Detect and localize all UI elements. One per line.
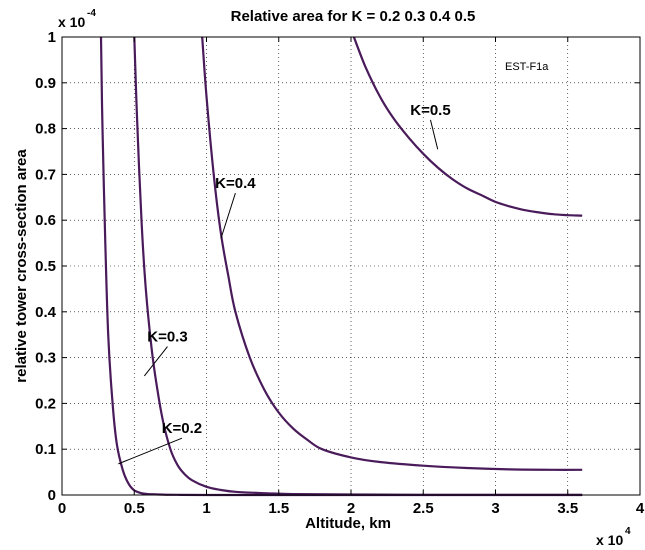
annotation-leader-k-0-2 <box>118 437 183 465</box>
y-tick-label: 0.5 <box>35 258 56 275</box>
figure-tag: EST-F1a <box>505 61 549 73</box>
curve-label-k-0-4: K=0.4 <box>215 175 256 192</box>
x-tick-label: 3.5 <box>557 500 578 517</box>
plot-frame <box>61 36 641 496</box>
x-multiplier: x 10 4 <box>596 526 631 548</box>
curve-label-k-0-3: K=0.3 <box>147 329 187 346</box>
annotation-leader-k-0-5 <box>429 119 439 150</box>
x-axis-label: Altitude, km <box>305 515 391 532</box>
y-tick-label: 0.8 <box>35 121 56 138</box>
y-tick-label: 0.1 <box>35 441 56 458</box>
x-tick-label: 4 <box>636 500 645 517</box>
chart-title: Relative area for K = 0.2 0.3 0.4 0.5 <box>231 8 476 25</box>
series-line-k-0-4 <box>201 36 583 471</box>
x-tick-label: 2.5 <box>413 500 434 517</box>
x-multiplier-exponent: 4 <box>625 526 631 537</box>
y-tick-label: 0.7 <box>35 166 56 183</box>
curve-label-k-0-2: K=0.2 <box>162 420 202 437</box>
tick-group: 0 0.5 1 1.5 2 2.5 3 3.5 4 0 0.1 0.2 0.3 0.4 0.5 0.6 0.7 0… <box>35 29 645 517</box>
x-tick-label: 3 <box>491 500 499 517</box>
y-multiplier-base: x 10 <box>58 14 85 30</box>
y-axis-label: relative tower cross-section area <box>13 149 30 383</box>
y-tick-label: 0.3 <box>35 350 56 367</box>
x-tick-label: 1 <box>202 500 210 517</box>
y-tick-label: 0.2 <box>35 395 56 412</box>
gridlines <box>62 37 640 495</box>
y-multiplier-exponent: -4 <box>87 8 96 19</box>
y-tick-label: 0.4 <box>35 304 57 321</box>
y-tick-label: 1 <box>48 29 56 46</box>
annotation-leader-k-0-3 <box>143 346 168 377</box>
annotation-leader-k-0-4 <box>220 192 236 239</box>
x-tick-label: 1.5 <box>268 500 289 517</box>
curve-label-k-0-5: K=0.5 <box>410 102 450 119</box>
x-tick-label: 2 <box>347 500 355 517</box>
series-line-k-0-5 <box>352 36 583 217</box>
y-tick-label: 0.9 <box>35 75 56 92</box>
x-multiplier-base: x 10 <box>596 532 623 548</box>
x-tick-label: 0 <box>58 500 66 517</box>
annotation-group: K=0.5 K=0.4 K=0.3 K=0.2 <box>118 102 451 465</box>
y-tick-label: 0 <box>48 487 56 504</box>
y-tick-label: 0.6 <box>35 212 56 229</box>
y-multiplier: x 10 -4 <box>58 8 96 30</box>
x-tick-label: 0.5 <box>124 500 145 517</box>
